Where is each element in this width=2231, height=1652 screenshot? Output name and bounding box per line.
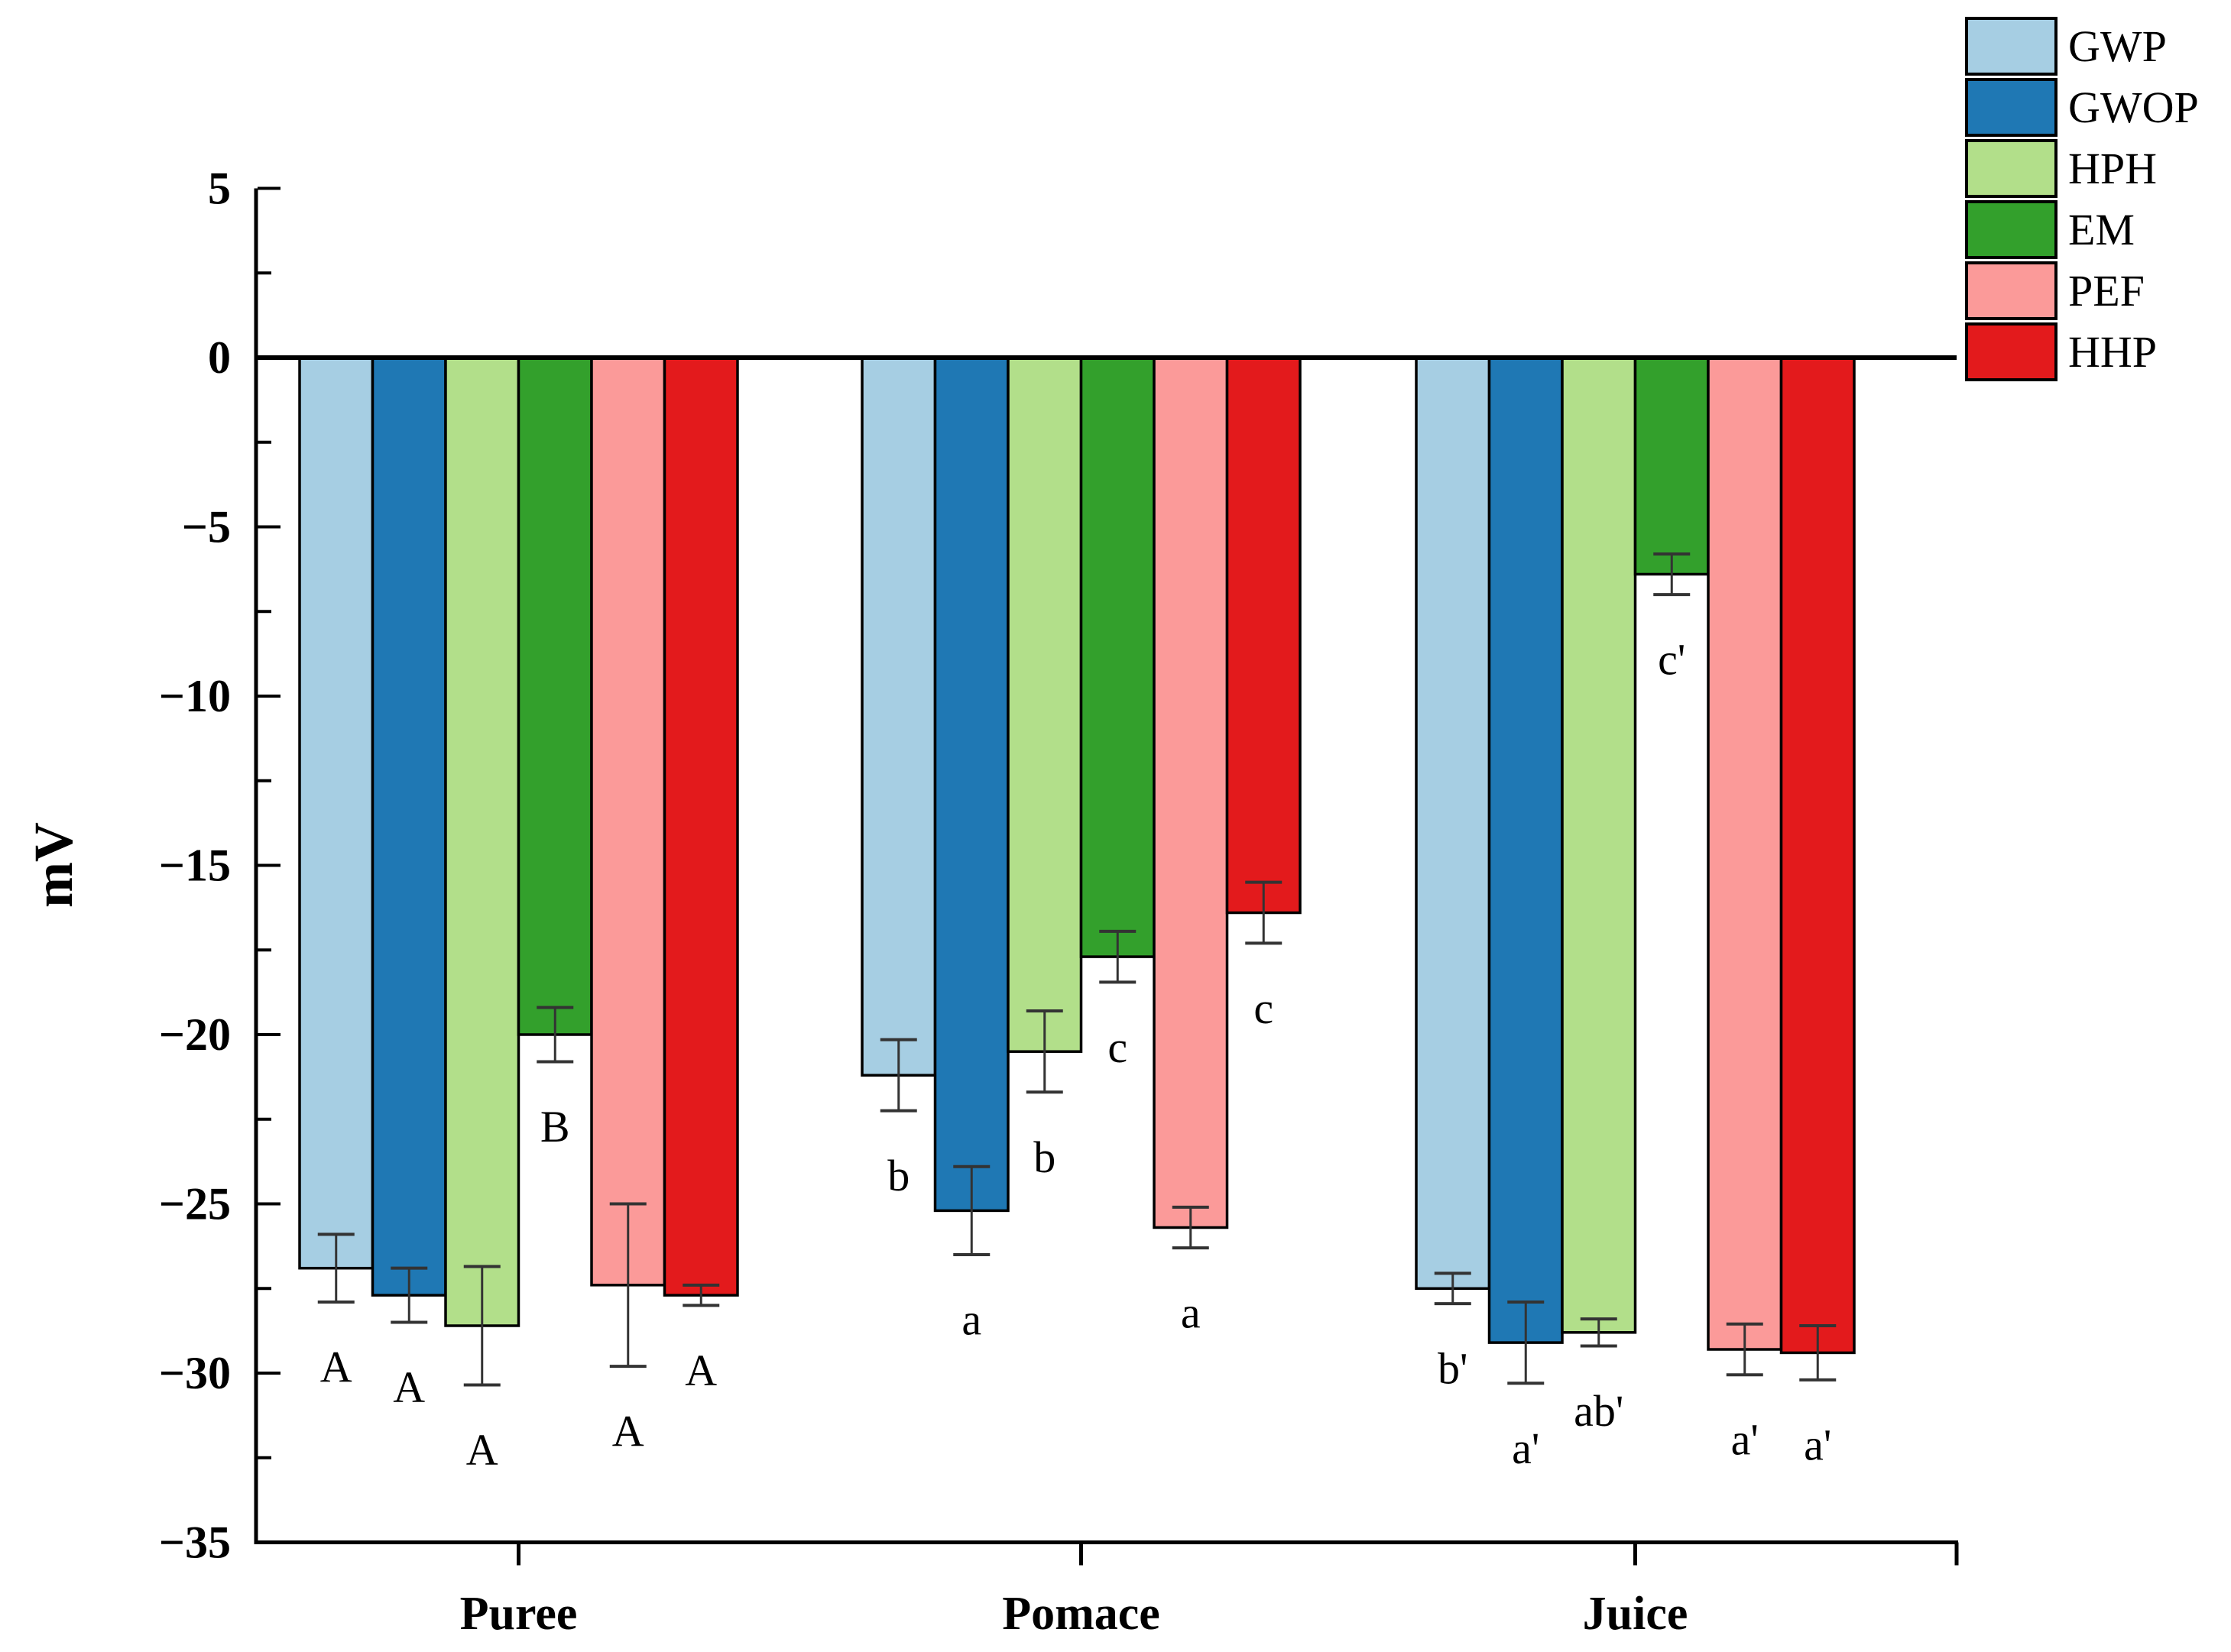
sig-label-pomace-gwop: a	[961, 1294, 981, 1344]
sig-label-puree-em: B	[540, 1102, 570, 1152]
bar-juice-pef	[1707, 356, 1783, 1351]
legend-swatch-gwp	[1965, 17, 2058, 76]
sig-label-puree-gwp: A	[320, 1342, 352, 1391]
bar-pomace-em	[1079, 356, 1156, 958]
error-bar-juice-hph	[1580, 1317, 1617, 1348]
bar-puree-gwp	[298, 356, 375, 1270]
legend-swatch-hph	[1965, 139, 2058, 198]
legend-label-gwop: GWOP	[2068, 83, 2199, 132]
error-bar-pomace-gwop	[953, 1164, 991, 1256]
y-tick-label: −5	[182, 502, 231, 552]
sig-label-pomace-pef: a	[1181, 1288, 1201, 1338]
bar-puree-hhp	[663, 356, 739, 1297]
error-bar-puree-hhp	[683, 1283, 720, 1307]
legend-swatch-pef	[1965, 261, 2058, 320]
bar-pomace-pef	[1153, 356, 1229, 1229]
axes-group	[254, 188, 1958, 1544]
sig-label-pomace-hhp: c	[1253, 983, 1273, 1033]
bar-puree-hph	[444, 356, 520, 1327]
bar-pomace-gwop	[933, 356, 1010, 1213]
error-bar-pomace-em	[1099, 929, 1137, 984]
sig-label-pomace-em: c	[1107, 1022, 1127, 1072]
bar-pomace-hhp	[1225, 356, 1302, 915]
y-tick-label: −30	[159, 1348, 231, 1398]
error-bar-puree-gwp	[317, 1233, 355, 1304]
error-bar-juice-pef	[1726, 1322, 1763, 1377]
legend-label-hhp: HHP	[2068, 327, 2157, 377]
bar-juice-em	[1633, 356, 1710, 576]
error-bar-pomace-hhp	[1245, 880, 1283, 945]
bar-juice-hhp	[1779, 356, 1856, 1355]
bar-pomace-gwp	[861, 356, 937, 1077]
bar-puree-pef	[590, 356, 666, 1287]
x-axis-ticks: Puree Pomace Juice	[460, 1542, 1959, 1640]
sig-label-puree-hph: A	[466, 1425, 498, 1475]
error-bar-juice-gwop	[1507, 1300, 1545, 1385]
significance-labels-group: Ab b' Aa a' Ab ab' Bc c' Aa a' Ac a'	[320, 635, 1832, 1475]
legend: GWP GWOP HPH EM PEF HHP	[1965, 17, 2199, 381]
error-bar-pomace-gwp	[880, 1038, 917, 1113]
y-axis-title: mV	[23, 822, 84, 908]
sig-label-puree-hhp: A	[685, 1346, 717, 1395]
legend-swatch-gwop	[1965, 78, 2058, 137]
y-tick-label: −20	[159, 1009, 231, 1060]
error-bar-pomace-hph	[1026, 1009, 1063, 1094]
legend-label-em: EM	[2068, 205, 2135, 254]
x-category-label-puree: Puree	[460, 1588, 578, 1640]
sig-label-juice-gwop: a'	[1512, 1424, 1539, 1473]
sig-label-juice-gwp: b'	[1438, 1344, 1467, 1394]
bar-puree-gwop	[371, 356, 447, 1297]
error-bars-group	[317, 552, 1837, 1387]
y-tick-label: −10	[159, 671, 231, 721]
y-tick-label: 0	[208, 332, 231, 383]
y-tick-label: −35	[159, 1518, 231, 1568]
legend-swatch-em	[1965, 200, 2058, 259]
error-bar-pomace-pef	[1172, 1205, 1209, 1250]
sig-label-juice-hph: ab'	[1574, 1386, 1623, 1436]
y-tick-label: 5	[208, 164, 231, 214]
sig-label-puree-gwop: A	[393, 1362, 425, 1412]
error-bar-juice-em	[1653, 552, 1691, 597]
bar-juice-gwp	[1415, 356, 1491, 1291]
sig-label-juice-em: c'	[1658, 635, 1685, 685]
bar-juice-gwop	[1487, 356, 1564, 1344]
y-tick-label: −15	[159, 841, 231, 891]
error-bar-puree-pef	[609, 1202, 647, 1369]
error-bar-puree-em	[537, 1006, 574, 1064]
legend-label-gwp: GWP	[2068, 21, 2167, 71]
error-bar-juice-gwp	[1434, 1271, 1471, 1306]
y-axis-ticks: 5 0 −5 −10 −15 −20 −25 −30 −35	[159, 164, 280, 1568]
error-bar-puree-gwop	[391, 1266, 428, 1324]
legend-swatch-hhp	[1965, 322, 2058, 381]
legend-label-hph: HPH	[2068, 144, 2157, 193]
bars-group	[298, 356, 1856, 1355]
bar-juice-hph	[1561, 356, 1637, 1334]
y-tick-label: −25	[159, 1179, 231, 1229]
sig-label-juice-hhp: a'	[1804, 1420, 1831, 1469]
sig-label-pomace-hph: b	[1033, 1132, 1056, 1182]
bar-pomace-hph	[1007, 356, 1083, 1053]
error-bar-juice-hhp	[1799, 1323, 1837, 1382]
sig-label-pomace-gwp: b	[887, 1151, 910, 1200]
sig-label-juice-pef: a'	[1731, 1415, 1759, 1465]
x-category-label-pomace: Pomace	[1002, 1588, 1160, 1640]
bar-puree-em	[517, 356, 593, 1036]
error-bar-puree-hph	[463, 1265, 501, 1387]
sig-label-puree-pef: A	[612, 1407, 644, 1456]
x-category-label-juice: Juice	[1583, 1588, 1688, 1640]
legend-label-pef: PEF	[2068, 266, 2145, 316]
